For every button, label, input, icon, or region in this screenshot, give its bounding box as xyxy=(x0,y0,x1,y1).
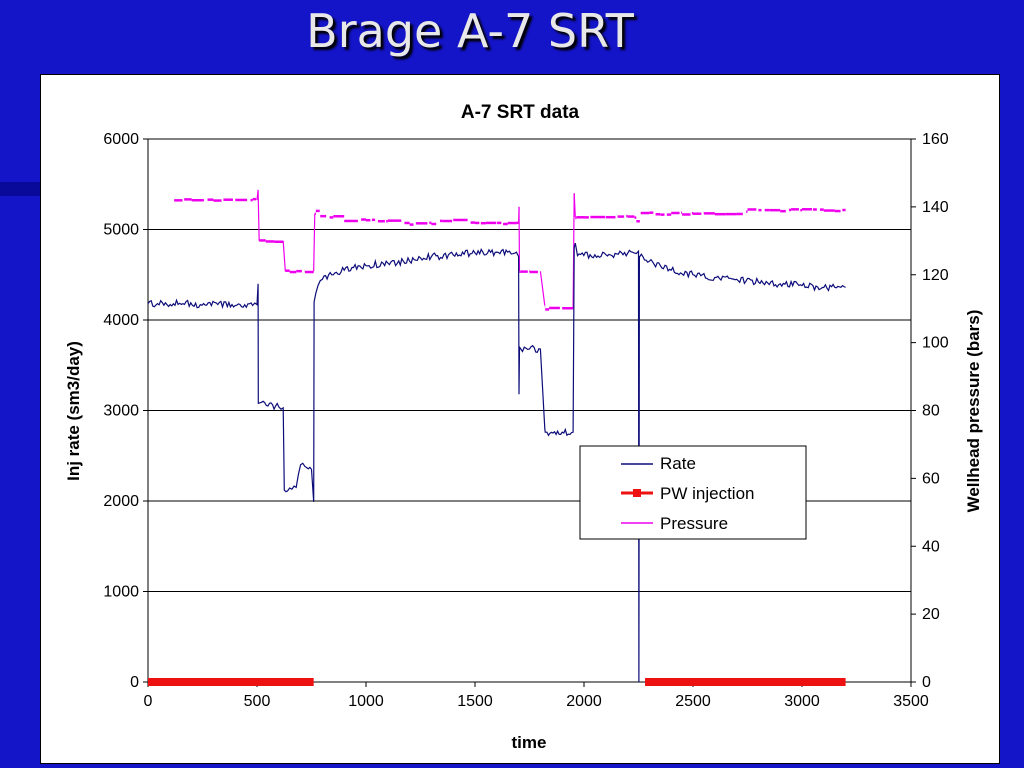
y-tick-label: 1000 xyxy=(103,584,139,601)
axes: 0100020003000400050006000020406080100120… xyxy=(103,131,948,710)
x-tick-label: 3500 xyxy=(893,693,929,710)
y2-tick-label: 60 xyxy=(922,470,940,487)
y-tick-label: 0 xyxy=(130,674,139,691)
pressure-step xyxy=(257,189,260,241)
legend-label-pressure: Pressure xyxy=(660,514,728,533)
y2-tick-label: 20 xyxy=(922,606,940,623)
y-tick-label: 3000 xyxy=(103,403,139,420)
y2-tick-label: 140 xyxy=(922,199,949,216)
y2-tick-label: 40 xyxy=(922,538,940,555)
slide-title: Brage A-7 SRT xyxy=(306,4,634,58)
x-tick-label: 2500 xyxy=(675,693,711,710)
pressure-step xyxy=(313,213,316,272)
x-tick-label: 2000 xyxy=(566,693,602,710)
legend: Rate PW injection Pressure xyxy=(579,445,807,540)
side-decoration-bar xyxy=(0,182,42,196)
x-tick-label: 0 xyxy=(144,693,153,710)
x-axis-title: time xyxy=(512,733,547,752)
pressure-step xyxy=(282,240,286,272)
y2-tick-label: 120 xyxy=(922,267,949,284)
legend-label-pw-injection: PW injection xyxy=(660,484,754,503)
y2-axis-title: Wellhead pressure (bars) xyxy=(964,310,983,513)
y-tick-label: 2000 xyxy=(103,493,139,510)
y-axis-title: Inj rate (sm3/day) xyxy=(64,341,83,481)
x-tick-label: 1000 xyxy=(348,693,384,710)
x-tick-label: 1500 xyxy=(457,693,493,710)
legend-box xyxy=(579,445,807,540)
pressure-step xyxy=(539,271,546,306)
chart-svg: A-7 SRT data 010002000300040005000600002… xyxy=(64,102,983,752)
legend-marker-pw-injection xyxy=(633,489,641,497)
pressure-step xyxy=(573,193,576,218)
y-tick-label: 5000 xyxy=(103,222,139,239)
y2-tick-label: 80 xyxy=(922,403,940,420)
series-layer xyxy=(147,189,846,686)
y2-tick-label: 100 xyxy=(922,335,949,352)
chart-title: A-7 SRT data xyxy=(461,102,580,123)
chart-panel: A-7 SRT data 0 1000 2000 3000 4000 5000 6000 0 2… xyxy=(40,74,1000,764)
series-rate xyxy=(147,242,846,683)
x-tick-label: 3000 xyxy=(784,693,820,710)
y-tick-label: 6000 xyxy=(103,131,139,148)
y2-tick-label: 160 xyxy=(922,131,949,148)
y2-tick-label: 0 xyxy=(922,674,931,691)
series-pressure xyxy=(174,189,846,311)
legend-label-rate: Rate xyxy=(660,454,696,473)
y-tick-label: 4000 xyxy=(103,312,139,329)
x-tick-label: 500 xyxy=(244,693,271,710)
